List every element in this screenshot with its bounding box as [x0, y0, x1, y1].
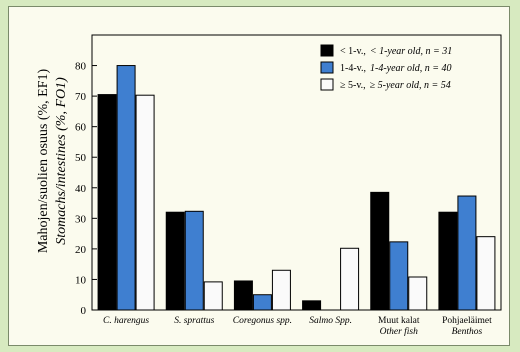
- chart-frame: Mahojen/suolien osuus (%, EF1) Stomachs/…: [8, 6, 510, 346]
- y-axis-title-en: Stomachs/intestines (%, FO1): [54, 77, 69, 245]
- x-category-label: Pohjaeläimet: [442, 316, 492, 326]
- bar: [340, 247, 360, 311]
- y-tick-label: 0: [81, 305, 87, 317]
- bar: [476, 236, 496, 311]
- x-category-label: C. harengus: [103, 316, 149, 326]
- x-category-label: S. sprattus: [174, 316, 214, 326]
- legend-label-en: ≥ 5-year old, n = 54: [370, 80, 451, 91]
- x-category-label: Muut kalat: [378, 316, 420, 326]
- bar-chart: Mahojen/suolien osuus (%, EF1) Stomachs/…: [36, 34, 502, 337]
- legend-label: 1-4-v.,: [340, 63, 366, 74]
- x-category-label: Salmo Spp.: [309, 316, 352, 326]
- bar: [97, 94, 117, 311]
- bar: [252, 294, 272, 311]
- bar: [408, 276, 428, 311]
- y-axis-label: Mahojen/suolien osuus (%, EF1) Stomachs/…: [36, 69, 69, 254]
- bar: [457, 195, 477, 311]
- legend-swatch: [320, 61, 334, 74]
- y-tick-label: 30: [75, 213, 87, 225]
- bar: [233, 280, 253, 311]
- plot-area-border: [91, 34, 502, 311]
- bar: [370, 191, 390, 311]
- legend-label: ≥ 5-v.,: [340, 80, 366, 91]
- bar: [302, 300, 322, 311]
- legend-label-en: < 1-year old, n = 31: [370, 46, 452, 57]
- bar: [184, 210, 204, 311]
- legend-label: < 1-v.,: [340, 46, 366, 57]
- bar: [438, 211, 458, 311]
- y-tick-label: 60: [75, 122, 87, 134]
- bar: [389, 241, 409, 311]
- axes: 0 10 20 30 40 50 60 70 80: [75, 34, 502, 317]
- legend: < 1-v., < 1-year old, n = 31 1-4-v., 1-4-ye…: [320, 44, 452, 91]
- y-tick-label: 40: [75, 183, 87, 195]
- x-category-label: Coregonus spp.: [233, 316, 292, 326]
- bar: [203, 281, 223, 311]
- y-tick-label: 50: [75, 152, 87, 164]
- y-tick-label: 80: [75, 61, 87, 73]
- x-category-label-en: Benthos: [452, 327, 483, 337]
- bars: [97, 65, 496, 311]
- bar: [135, 94, 155, 311]
- legend-label-en: 1-4-year old, n = 40: [370, 63, 451, 74]
- y-tick-label: 10: [75, 274, 87, 286]
- y-axis-title: Mahojen/suolien osuus (%, EF1): [36, 69, 51, 254]
- x-category-labels: C. harengus S. sprattus Coregonus spp. Salm…: [103, 316, 492, 337]
- legend-swatch: [320, 78, 334, 91]
- y-tick-label: 20: [75, 244, 87, 256]
- bar: [116, 65, 136, 311]
- legend-swatch: [320, 44, 334, 57]
- x-category-label-en: Other fish: [380, 326, 419, 337]
- bar: [271, 269, 291, 311]
- bar: [165, 211, 185, 311]
- y-tick-label: 70: [75, 91, 87, 103]
